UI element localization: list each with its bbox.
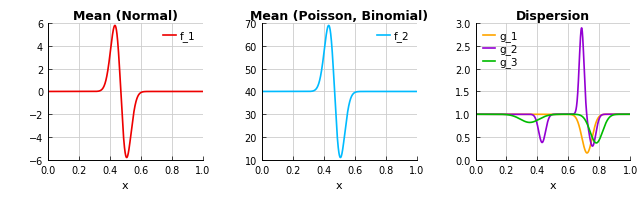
X-axis label: x: x	[336, 180, 342, 190]
Title: Mean (Normal): Mean (Normal)	[73, 10, 178, 23]
Legend: f_1: f_1	[161, 29, 198, 44]
Title: Mean (Poisson, Binomial): Mean (Poisson, Binomial)	[250, 10, 428, 23]
Title: Dispersion: Dispersion	[516, 10, 590, 23]
X-axis label: x: x	[122, 180, 129, 190]
Legend: g_1, g_2, g_3: g_1, g_2, g_3	[481, 29, 520, 70]
X-axis label: x: x	[550, 180, 556, 190]
Legend: f_2: f_2	[375, 29, 412, 44]
